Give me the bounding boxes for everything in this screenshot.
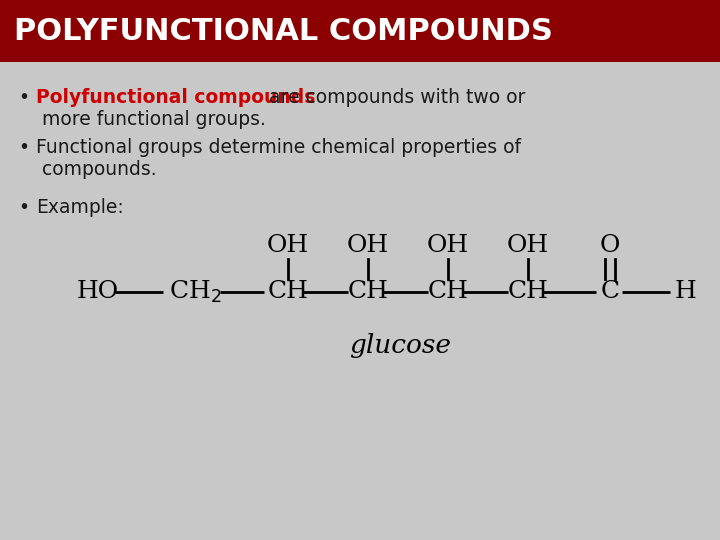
Text: POLYFUNCTIONAL COMPOUNDS: POLYFUNCTIONAL COMPOUNDS (14, 17, 553, 45)
Text: CH: CH (428, 280, 469, 303)
Text: CH: CH (348, 280, 388, 303)
Text: CH: CH (268, 280, 308, 303)
Text: OH: OH (427, 233, 469, 256)
Text: OH: OH (507, 233, 549, 256)
Text: OH: OH (347, 233, 389, 256)
Text: glucose: glucose (349, 333, 451, 357)
Text: Example:: Example: (36, 198, 124, 217)
Text: •: • (18, 198, 29, 217)
Bar (0, 0, 720, 62)
Text: C: C (600, 280, 620, 303)
Text: Functional groups determine chemical properties of: Functional groups determine chemical pro… (36, 138, 521, 157)
Text: OH: OH (267, 233, 309, 256)
Text: HO: HO (77, 280, 119, 303)
Text: Polyfunctional compounds: Polyfunctional compounds (36, 88, 315, 107)
Text: are compounds with two or: are compounds with two or (263, 88, 526, 107)
Text: •: • (18, 138, 29, 157)
Text: more functional groups.: more functional groups. (42, 110, 266, 129)
Text: H: H (674, 280, 696, 303)
Text: compounds.: compounds. (42, 160, 157, 179)
Text: •: • (18, 88, 29, 107)
Text: CH$_2$: CH$_2$ (168, 279, 221, 305)
Text: O: O (600, 233, 620, 256)
Text: CH: CH (508, 280, 549, 303)
